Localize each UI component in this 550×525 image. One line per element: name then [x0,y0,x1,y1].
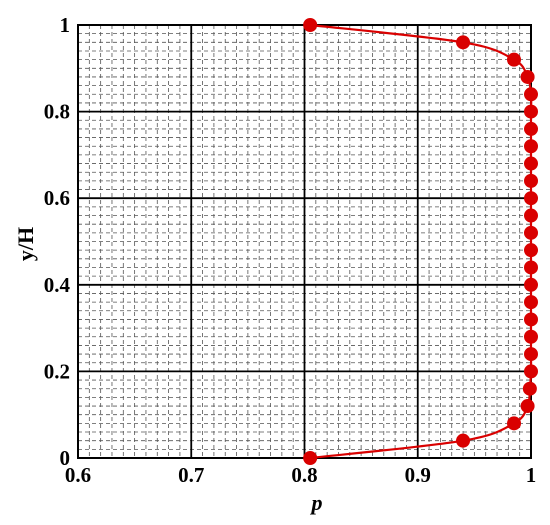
x-tick-label: 0.8 [291,463,317,487]
data-point [456,433,471,448]
x-tick-label: 1 [526,463,537,487]
x-tick-label: 0.9 [405,463,431,487]
data-point [524,156,538,171]
data-point [524,312,538,327]
data-point [524,208,538,223]
y-tick-label: 0.4 [44,273,71,297]
data-point [520,69,535,84]
data-point [303,18,318,32]
data-point [507,416,522,431]
data-point [524,139,538,154]
data-point [507,52,522,67]
y-tick-label: 0 [60,446,71,470]
data-point [524,329,538,344]
data-point [524,173,538,188]
x-tick-label: 0.7 [178,463,204,487]
x-axis-label: p [310,490,323,515]
data-point [524,277,538,292]
y-tick-label: 1 [60,13,71,37]
data-point [520,399,535,414]
data-point [524,191,538,206]
data-point [524,260,538,275]
data-point [524,295,538,310]
x-tick-label: 0.6 [65,463,91,487]
data-point [524,121,538,136]
data-point [524,347,538,362]
data-point [524,364,538,379]
y-tick-label: 0.2 [44,359,70,383]
data-point [522,381,537,396]
data-point [303,451,318,465]
data-point [524,104,538,119]
x-tick-labels: 0.6 0.7 0.8 0.9 1 [65,463,536,487]
y-axis-label: y/H [13,227,38,261]
y-tick-label: 0.6 [44,186,70,210]
data-point [456,35,471,50]
series-markers [303,18,538,465]
y-tick-label: 0.8 [44,100,70,124]
data-point [524,243,538,258]
data-point [524,87,538,102]
y-tick-labels: 0 0.2 0.4 0.6 0.8 1 [44,13,71,470]
data-point [524,225,538,240]
